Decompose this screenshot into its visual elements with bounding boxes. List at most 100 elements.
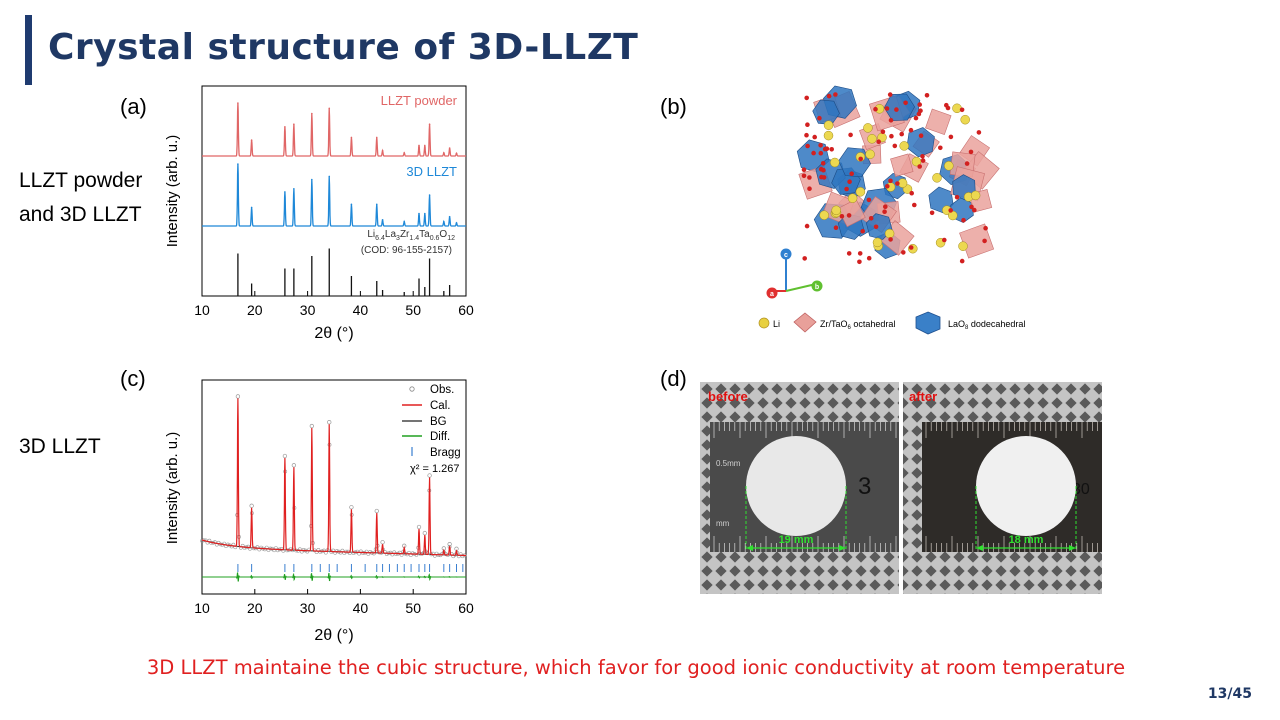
pellet-photos: 0.5mm 3 mm 19 mm before 30 18 mm after xyxy=(700,382,1102,594)
oxygen-atom xyxy=(961,217,966,223)
peak-point xyxy=(284,191,286,193)
dodecahedron xyxy=(906,127,935,158)
observed-point xyxy=(460,554,465,559)
oxygen-atom xyxy=(805,122,810,127)
peak-point xyxy=(403,220,406,223)
panel-label-a: (a) xyxy=(120,94,147,119)
ruler-mark-3: 3 xyxy=(858,473,871,500)
oxygen-atom xyxy=(866,255,872,261)
li-atom xyxy=(819,210,829,220)
oxygen-atom xyxy=(829,147,834,152)
oxygen-atom xyxy=(888,118,894,123)
peak-point xyxy=(455,222,458,224)
oxygen-atom xyxy=(908,245,914,250)
octahedron xyxy=(959,223,995,259)
x-tick-label: 40 xyxy=(353,600,369,616)
oxygen-atom xyxy=(918,133,924,138)
observed-peak xyxy=(447,542,452,547)
oxygen-atom xyxy=(884,106,890,111)
panel-label-c: (c) xyxy=(120,366,146,391)
peak-point xyxy=(350,136,353,139)
peak-point xyxy=(448,215,451,218)
side-label-a-line2: and 3D LLZT xyxy=(19,203,142,226)
oxygen-atom xyxy=(807,175,812,180)
oxygen-atom xyxy=(818,150,824,156)
octahedron xyxy=(890,153,914,177)
li-atom xyxy=(899,141,909,151)
x-tick-label: 20 xyxy=(247,600,263,616)
oxygen-atom xyxy=(802,256,807,261)
oxygen-atom xyxy=(819,174,824,180)
observed-peak xyxy=(235,394,241,399)
observed-point xyxy=(334,549,339,553)
chart-a-powder-series xyxy=(202,102,466,157)
oxygen-atom xyxy=(868,216,874,221)
octahedral-legend-label: Zr/TaO6 octahedral xyxy=(820,319,895,331)
peak-point xyxy=(311,112,313,115)
chart-a-3d-series xyxy=(202,163,466,227)
chart-a-3d-legend: 3D LLZT xyxy=(406,164,457,179)
x-tick-label: 30 xyxy=(300,600,316,616)
slide-title: Crystal structure of 3D-LLZT xyxy=(48,27,639,68)
peak-point xyxy=(293,188,295,190)
oxygen-atom xyxy=(948,208,953,213)
observed-peak xyxy=(422,530,427,536)
chart-a-reference-cod: (COD: 96-155-2157) xyxy=(361,245,452,256)
li-atom xyxy=(830,157,840,168)
chart-c-x-axis: 10 20 30 40 50 60 xyxy=(194,589,474,616)
legend-diff: Diff. xyxy=(430,431,450,443)
oxygen-atom xyxy=(820,161,826,166)
oxygen-atom xyxy=(804,132,809,138)
x-tick-label: 10 xyxy=(194,600,210,616)
oxygen-atom xyxy=(938,145,943,151)
crystal-legend: Li Zr/TaO6 octahedral LaO8 dodecahedral xyxy=(758,311,1025,335)
peak-point xyxy=(418,144,420,147)
peak-point xyxy=(424,212,426,215)
peak-point xyxy=(350,203,353,206)
observed-peak xyxy=(374,508,379,514)
crystal-polyhedra xyxy=(796,85,1000,265)
ruler-ticks-before xyxy=(713,422,897,552)
observed-peak xyxy=(249,503,254,508)
after-photo: 30 18 mm after xyxy=(903,382,1102,594)
oxygen-atom xyxy=(833,225,839,230)
li-atom xyxy=(847,193,858,203)
oxygen-atom xyxy=(908,127,914,133)
oxygen-atom xyxy=(969,204,974,210)
x-tick-label: 50 xyxy=(405,600,421,616)
oxygen-atom xyxy=(812,134,817,140)
oxygen-atom xyxy=(964,161,970,166)
peak-point xyxy=(428,123,431,125)
peak-point xyxy=(455,152,458,155)
oxygen-atom xyxy=(924,93,930,98)
peak-point xyxy=(284,126,286,128)
oxygen-atom xyxy=(942,237,947,243)
after-label: after xyxy=(909,389,937,404)
legend-obs-marker xyxy=(409,386,415,392)
observed-peak xyxy=(327,420,332,425)
oxygen-atom xyxy=(857,251,863,256)
oxygen-atom xyxy=(822,146,828,152)
peak-point xyxy=(428,194,431,196)
chart-a-ylabel: Intensity (arb. u.) xyxy=(164,135,181,248)
oxygen-atom xyxy=(844,186,849,192)
oxygen-atom xyxy=(920,158,926,163)
oxygen-atom xyxy=(873,106,878,112)
observed-peak xyxy=(380,540,385,545)
oxygen-atom xyxy=(888,237,893,242)
peak-point xyxy=(237,102,239,104)
oxygen-atom xyxy=(909,190,914,196)
oxygen-atom xyxy=(917,102,922,107)
oxygen-atom xyxy=(848,132,853,138)
oxygen-atom xyxy=(805,143,810,149)
oxygen-atom xyxy=(916,111,922,117)
oxygen-atom xyxy=(920,154,925,159)
li-atom xyxy=(932,173,942,183)
oxygen-atom xyxy=(913,115,919,121)
oxygen-atom xyxy=(849,171,854,176)
oxygen-atom xyxy=(847,179,852,184)
chart-a-reference-sticks xyxy=(237,248,451,296)
oxygen-atom xyxy=(811,150,816,156)
peak-point xyxy=(448,147,451,149)
oxygen-atom xyxy=(833,92,838,97)
